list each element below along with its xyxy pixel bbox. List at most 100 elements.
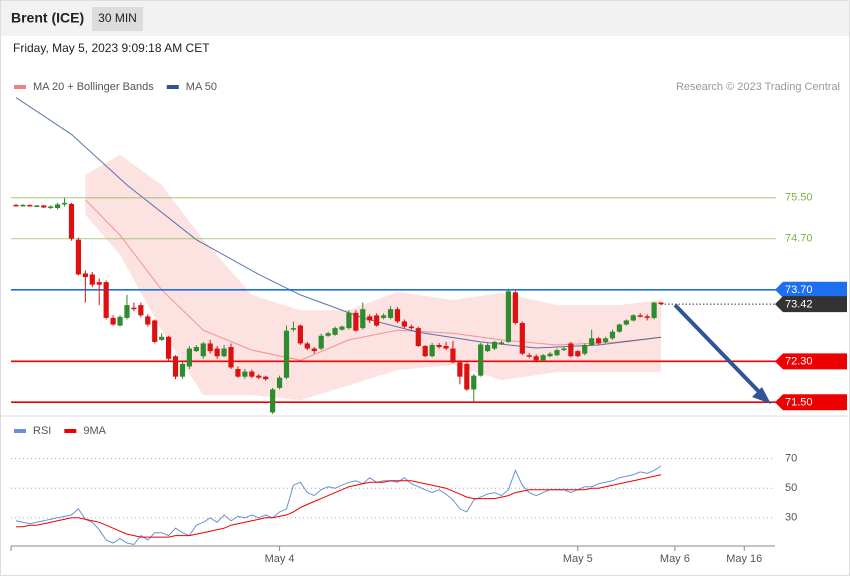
level-label-box [775, 281, 847, 298]
legend-label: 9MA [83, 425, 106, 437]
candle-body [637, 315, 643, 317]
candle-body [394, 309, 401, 322]
candle-body [55, 204, 61, 208]
forecast-arrowhead [752, 387, 771, 404]
timestamp: Friday, May 5, 2023 9:09:18 AM CET [13, 41, 210, 55]
candle-body [568, 343, 574, 357]
candle-body [602, 338, 609, 342]
candle-body [34, 205, 40, 207]
candle-body [491, 341, 498, 349]
candle-body [464, 363, 470, 390]
candle-body [505, 291, 512, 342]
level-label: 71.50 [785, 397, 813, 409]
level-label: 75.50 [785, 192, 813, 204]
candle-body [138, 305, 144, 316]
bollinger-band [85, 154, 662, 401]
candle-body [367, 316, 373, 321]
x-tick-label: May 16 [726, 553, 762, 565]
x-tick-label: May 6 [660, 553, 690, 565]
candle-body [443, 346, 449, 349]
candle-body [582, 344, 588, 354]
candle-body [485, 344, 491, 352]
candle-body [207, 343, 213, 352]
candle-body [533, 356, 539, 361]
rsi-panel: 70 50 30 May 4 May 5 May 6 May 16 RSI 9MA [10, 425, 797, 565]
interval: 30 MIN [98, 11, 137, 25]
candle-body [616, 324, 623, 332]
candle-body [165, 336, 172, 359]
candle-body [304, 343, 310, 349]
candle-body [297, 325, 303, 344]
candle-body [401, 321, 408, 327]
candle-body [159, 336, 165, 340]
candle-body [436, 344, 442, 348]
moving-average [15, 97, 662, 349]
candle-body [48, 206, 54, 208]
candle-body [374, 315, 380, 326]
candle-body [346, 312, 352, 329]
candle-body [415, 328, 421, 346]
candle-body [526, 355, 532, 357]
candle-body [554, 350, 560, 356]
forecast-arrow [673, 303, 767, 400]
candle-body [179, 363, 186, 377]
candle-body [186, 348, 192, 367]
candle-body [623, 320, 629, 325]
candle-body [360, 309, 366, 329]
candle-body [75, 239, 82, 275]
candle-body [512, 292, 518, 323]
candle-body [478, 344, 484, 376]
candle-body [651, 302, 657, 318]
level-label: 73.70 [785, 284, 813, 296]
candle-body [110, 317, 116, 325]
candle-body [353, 312, 359, 331]
candle-body [13, 204, 19, 207]
legend-label: RSI [33, 425, 51, 437]
candle-body [450, 348, 456, 363]
candle-body [131, 307, 137, 310]
candle-body [630, 315, 636, 321]
candle-body [658, 302, 664, 305]
candle-body [82, 273, 88, 277]
legend-swatch [64, 429, 77, 433]
candle-body [89, 274, 95, 285]
candle-body [27, 204, 33, 207]
candle-body [41, 205, 47, 208]
x-tick-label: May 4 [265, 553, 295, 565]
candle-body [498, 342, 505, 344]
candle-body [249, 371, 255, 377]
interval-badge [92, 7, 143, 31]
candle-body [145, 316, 151, 325]
candle-body [290, 328, 297, 330]
y-tick-label: 50 [785, 482, 797, 494]
candle-body [276, 377, 283, 388]
candle-body [103, 282, 109, 318]
candle-body [311, 348, 317, 352]
candle-body [283, 330, 290, 378]
candle-body [263, 376, 269, 380]
candle-body [193, 347, 199, 352]
candle-body [270, 389, 276, 413]
level-label: 72.30 [785, 356, 813, 368]
candle-body [256, 375, 262, 378]
level-label-box [775, 394, 847, 411]
price-panel: 75.50 74.70 73.70 73.42 72.30 71.50 MA 20 + Bo… [11, 81, 847, 414]
candle-body [117, 316, 123, 326]
candle-body [561, 348, 567, 351]
candle-body [242, 371, 248, 377]
legend-swatch [166, 85, 179, 89]
legend-label: MA 50 [186, 81, 217, 93]
candle-body [575, 351, 581, 357]
candle-body [589, 338, 595, 345]
level-label-box [775, 296, 847, 313]
candle-body [644, 316, 650, 318]
legend-swatch [14, 85, 26, 89]
credit: Research © 2023 Trading Central [676, 81, 840, 93]
series-line [16, 474, 662, 538]
candle-body [332, 328, 338, 335]
candle-body [609, 331, 616, 339]
candle-body [325, 333, 331, 336]
legend-label: MA 20 + Bollinger Bands [33, 81, 154, 93]
